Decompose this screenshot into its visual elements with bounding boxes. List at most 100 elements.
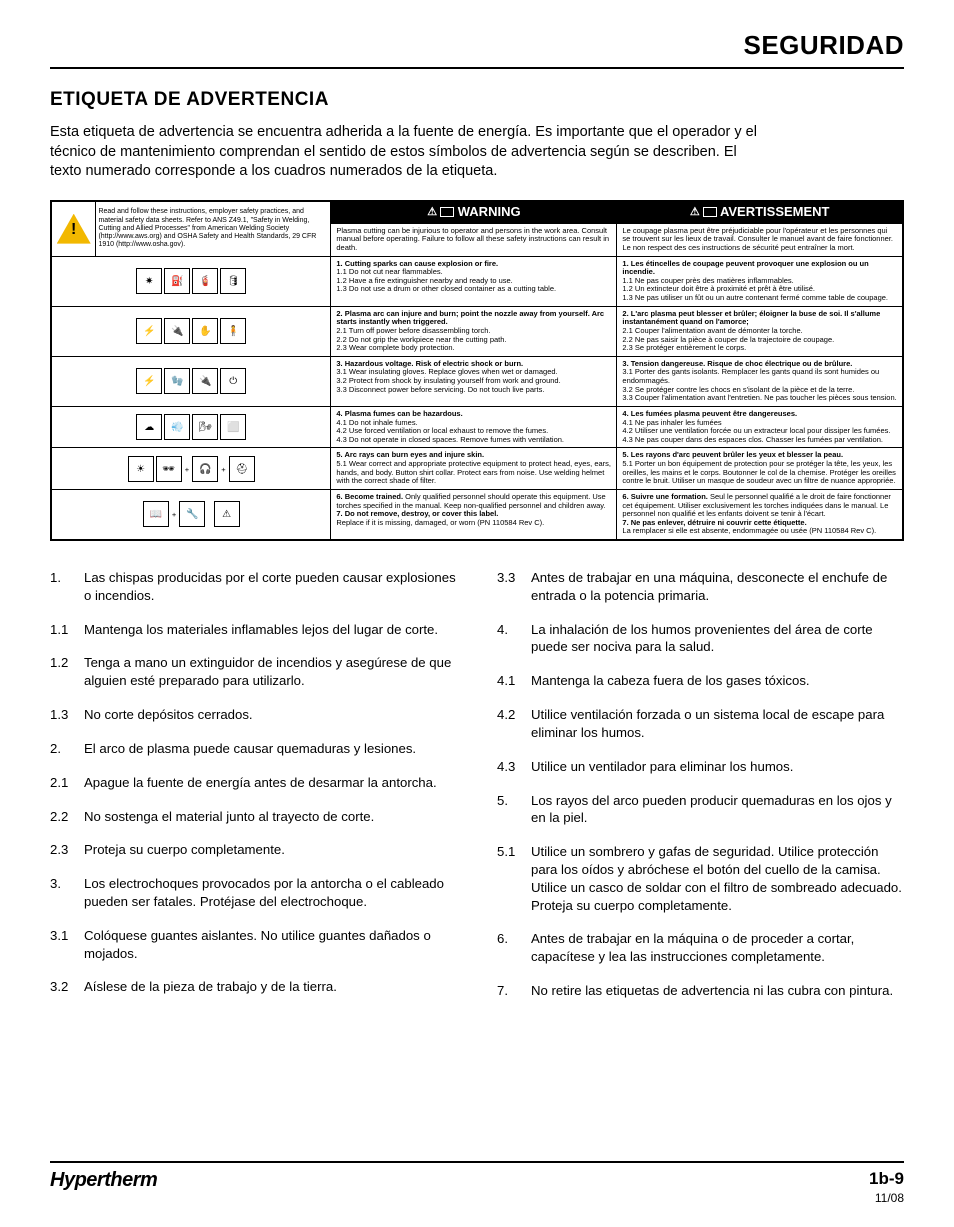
- row2-fr: 2. L'arc plasma peut blesser et brûler; …: [617, 306, 903, 356]
- item-text: Antes de trabajar en una máquina, descon…: [531, 569, 904, 605]
- top-french-text: Le coupage plasma peut être préjudiciabl…: [617, 223, 903, 256]
- pictogram-row-5: ☀🕶 + 🎧 + ⛑: [51, 448, 331, 490]
- list-item: 1.Las chispas producidas por el corte pu…: [50, 569, 457, 605]
- row5-en: 5. Arc rays can burn eyes and injure ski…: [331, 448, 617, 490]
- table-row: ☁💨🌬⬜ 4. Plasma fumes can be hazardous.4.…: [51, 406, 903, 448]
- list-item: 3.1Colóquese guantes aislantes. No utili…: [50, 927, 457, 963]
- item-number: 4.2: [497, 706, 531, 742]
- list-item: 2.El arco de plasma puede causar quemadu…: [50, 740, 457, 758]
- page-footer: Hypertherm 1b-9 11/08: [50, 1161, 904, 1205]
- row2-en: 2. Plasma arc can injure and burn; point…: [331, 306, 617, 356]
- item-text: Los electrochoques provocados por la ant…: [84, 875, 457, 911]
- right-column: 3.3Antes de trabajar en una máquina, des…: [497, 569, 904, 1016]
- brand-logo: Hypertherm: [50, 1169, 157, 1192]
- row4-en: 4. Plasma fumes can be hazardous.4.1 Do …: [331, 406, 617, 448]
- item-number: 4.1: [497, 672, 531, 690]
- item-number: 5.: [497, 792, 531, 828]
- warning-header-en: ⚠ WARNING: [331, 201, 617, 223]
- header-rule: [50, 67, 904, 69]
- item-text: No sostenga el material junto al trayect…: [84, 808, 457, 826]
- list-item: 4.2Utilice ventilación forzada o un sist…: [497, 706, 904, 742]
- row5-fr: 5. Les rayons d'arc peuvent brûler les y…: [617, 448, 903, 490]
- item-text: Utilice ventilación forzada o un sistema…: [531, 706, 904, 742]
- row4-fr: 4. Les fumées plasma peuvent être danger…: [617, 406, 903, 448]
- section-title: ETIQUETA DE ADVERTENCIA: [50, 89, 904, 111]
- item-number: 3.3: [497, 569, 531, 605]
- list-item: 6.Antes de trabajar en la máquina o de p…: [497, 930, 904, 966]
- item-number: 1.1: [50, 621, 84, 639]
- list-item: 3.3Antes de trabajar en una máquina, des…: [497, 569, 904, 605]
- row6-fr: 6. Suivre une formation. Seul le personn…: [617, 489, 903, 540]
- item-number: 4.3: [497, 758, 531, 776]
- top-english-text: Plasma cutting can be injurious to opera…: [331, 223, 617, 256]
- item-number: 5.1: [497, 843, 531, 914]
- list-item: 2.2No sostenga el material junto al tray…: [50, 808, 457, 826]
- row1-fr: 1. Les étincelles de coupage peuvent pro…: [617, 256, 903, 306]
- item-number: 1.2: [50, 654, 84, 690]
- item-text: Tenga a mano un extinguidor de incendios…: [84, 654, 457, 690]
- table-row: ✷⛽🧯🛢 1. Cutting sparks can cause explosi…: [51, 256, 903, 306]
- list-item: 1.2Tenga a mano un extinguidor de incend…: [50, 654, 457, 690]
- item-text: Los rayos del arco pueden producir quema…: [531, 792, 904, 828]
- item-text: Utilice un ventilador para eliminar los …: [531, 758, 904, 776]
- list-item: 5.Los rayos del arco pueden producir que…: [497, 792, 904, 828]
- item-number: 3.1: [50, 927, 84, 963]
- item-number: 2.3: [50, 841, 84, 859]
- row6-en: 6. Become trained. Only qualified person…: [331, 489, 617, 540]
- row1-en: 1. Cutting sparks can cause explosion or…: [331, 256, 617, 306]
- page-header-title: SEGURIDAD: [50, 30, 904, 61]
- item-number: 4.: [497, 621, 531, 657]
- list-item: 7.No retire las etiquetas de advertencia…: [497, 982, 904, 1000]
- item-text: Apague la fuente de energía antes de des…: [84, 774, 457, 792]
- book-icon: [703, 207, 717, 217]
- table-row: ☀🕶 + 🎧 + ⛑ 5. Arc rays can burn eyes and…: [51, 448, 903, 490]
- pictogram-row-2: ⚡🔌✋🧍: [51, 306, 331, 356]
- item-text: Colóquese guantes aislantes. No utilice …: [84, 927, 457, 963]
- list-item: 1.3No corte depósitos cerrados.: [50, 706, 457, 724]
- intro-paragraph: Esta etiqueta de advertencia se encuentr…: [50, 123, 770, 182]
- item-number: 1.3: [50, 706, 84, 724]
- warning-label: WARNING: [458, 204, 521, 219]
- row3-fr: 3. Tension dangereuse. Risque de choc él…: [617, 356, 903, 406]
- item-number: 1.: [50, 569, 84, 605]
- item-text: Proteja su cuerpo completamente.: [84, 841, 457, 859]
- triangle-icon: ⚠: [427, 206, 437, 219]
- item-text: Antes de trabajar en la máquina o de pro…: [531, 930, 904, 966]
- list-item: 1.1Mantenga los materiales inflamables l…: [50, 621, 457, 639]
- book-icon: [440, 207, 454, 217]
- list-item: 3.Los electrochoques provocados por la a…: [50, 875, 457, 911]
- warning-header-fr: ⚠ AVERTISSEMENT: [617, 201, 903, 223]
- pictogram-row-4: ☁💨🌬⬜: [51, 406, 331, 448]
- pictogram-row-6: 📖 + 🔧 ⚠: [51, 489, 331, 540]
- triangle-icon: ⚠: [690, 206, 700, 219]
- table-row: ⚡🔌✋🧍 2. Plasma arc can injure and burn; …: [51, 306, 903, 356]
- item-number: 2.1: [50, 774, 84, 792]
- table-row: 📖 + 🔧 ⚠ 6. Become trained. Only qualifie…: [51, 489, 903, 540]
- item-number: 3.2: [50, 978, 84, 996]
- avertissement-label: AVERTISSEMENT: [720, 204, 830, 219]
- item-text: Utilice un sombrero y gafas de seguridad…: [531, 843, 904, 914]
- item-text: Las chispas producidas por el corte pued…: [84, 569, 457, 605]
- warning-triangle-icon: [57, 214, 91, 244]
- list-item: 3.2Aíslese de la pieza de trabajo y de l…: [50, 978, 457, 996]
- item-number: 2.: [50, 740, 84, 758]
- list-item: 2.1Apague la fuente de energía antes de …: [50, 774, 457, 792]
- item-text: Mantenga los materiales inflamables lejo…: [84, 621, 457, 639]
- row3-en: 3. Hazardous voltage. Risk of electric s…: [331, 356, 617, 406]
- footer-rule: [50, 1161, 904, 1163]
- pictogram-row-3: ⚡🧤🔌⏻: [51, 356, 331, 406]
- table-row: ⚡🧤🔌⏻ 3. Hazardous voltage. Risk of elect…: [51, 356, 903, 406]
- item-text: La inhalación de los humos provenientes …: [531, 621, 904, 657]
- pictogram-row-1: ✷⛽🧯🛢: [51, 256, 331, 306]
- read-instructions-text: Read and follow these instructions, empl…: [96, 201, 331, 256]
- list-item: 4.1Mantenga la cabeza fuera de los gases…: [497, 672, 904, 690]
- numbered-columns: 1.Las chispas producidas por el corte pu…: [50, 569, 904, 1016]
- item-number: 3.: [50, 875, 84, 911]
- warning-triangle-cell: [51, 201, 96, 256]
- page-number: 1b-9: [869, 1169, 904, 1189]
- item-text: Mantenga la cabeza fuera de los gases tó…: [531, 672, 904, 690]
- list-item: 4.3Utilice un ventilador para eliminar l…: [497, 758, 904, 776]
- item-number: 7.: [497, 982, 531, 1000]
- page-date: 11/08: [869, 1191, 904, 1205]
- item-text: No corte depósitos cerrados.: [84, 706, 457, 724]
